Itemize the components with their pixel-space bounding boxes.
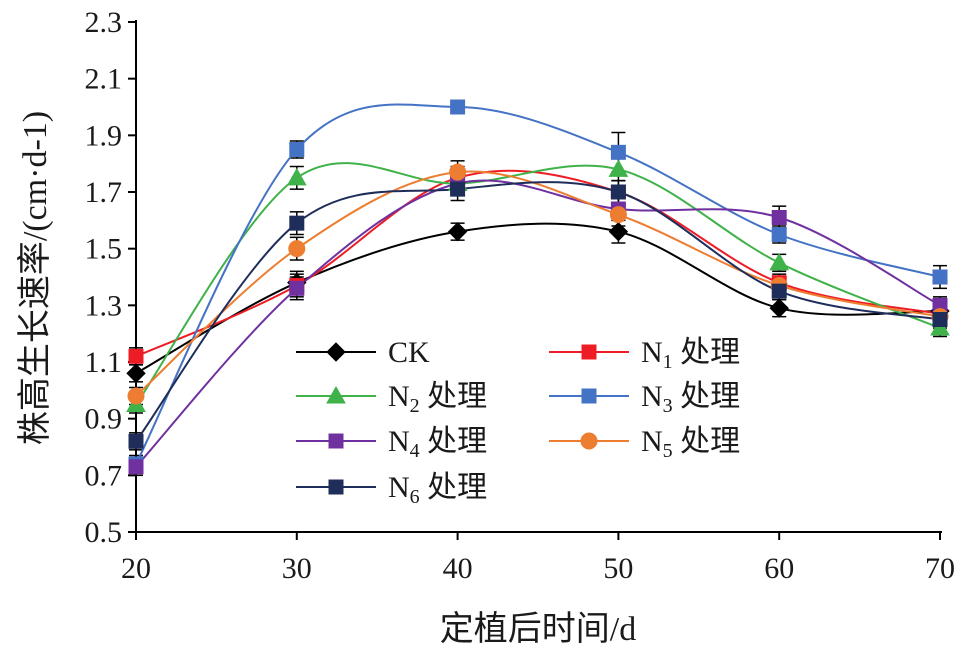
series-line-1 [135, 169, 941, 358]
series-lines [135, 103, 941, 468]
legend: CK N1 处理 N2 处理 N3 处理 N4 处理 N5 处理 N6 处理 [296, 336, 740, 508]
legend-item: N5 处理 [549, 425, 740, 462]
y-tick-label: 0.5 [85, 516, 123, 549]
series-line-0 [135, 222, 941, 375]
legend-marker [328, 479, 344, 495]
data-point [288, 240, 306, 258]
legend-item: N4 处理 [296, 425, 487, 462]
legend-marker [326, 342, 346, 362]
data-point [289, 280, 305, 296]
series-line-5 [135, 170, 941, 397]
legend-item: N1 处理 [549, 336, 740, 373]
data-point [286, 167, 307, 186]
legend-label: N1 处理 [641, 336, 740, 373]
data-point [449, 163, 467, 181]
series-markers [126, 99, 950, 475]
data-point [450, 181, 466, 197]
axes: 0.5 0.7 0.9 1.1 1.3 1.5 1.7 1.9 2.1 2.3 20 30 40 50 60… [85, 6, 956, 585]
data-point [289, 142, 305, 157]
legend-marker [328, 433, 344, 449]
data-point [771, 227, 787, 242]
x-tick-label: 20 [121, 552, 151, 585]
data-point [128, 433, 144, 449]
data-point [608, 159, 629, 177]
y-tick-label: 1.3 [85, 289, 123, 322]
data-point [771, 283, 787, 299]
series-line-3 [135, 103, 941, 465]
legend-label: N6 处理 [388, 471, 487, 508]
y-tick-label: 2.1 [85, 63, 123, 96]
data-point [771, 210, 787, 225]
x-tick-label: 30 [282, 552, 312, 585]
y-tick-label: 0.9 [85, 403, 123, 436]
y-tick-label: 0.7 [85, 459, 123, 492]
series-line-6 [135, 181, 941, 442]
legend-label: N5 处理 [641, 425, 740, 462]
data-point [127, 387, 145, 405]
data-point [769, 298, 789, 318]
data-point [450, 99, 466, 115]
x-tick-label: 40 [443, 552, 473, 585]
error-bars [129, 100, 947, 477]
data-point [608, 221, 629, 242]
legend-marker [326, 385, 346, 404]
data-point [610, 184, 626, 200]
y-tick-label: 1.1 [85, 346, 123, 379]
y-tick-label: 2.3 [85, 6, 123, 39]
data-point [610, 144, 626, 160]
data-point [932, 269, 948, 285]
x-tick-label: 50 [603, 552, 633, 585]
series-line-2 [135, 162, 941, 406]
y-tick-label: 1.7 [85, 176, 123, 209]
legend-marker [581, 388, 597, 404]
data-point [128, 348, 144, 364]
legend-item: N2 处理 [296, 380, 487, 417]
legend-item: CK [296, 336, 430, 369]
data-point [609, 206, 627, 224]
data-point [128, 459, 144, 475]
data-point [447, 221, 468, 242]
x-tick-label: 60 [764, 552, 794, 585]
legend-label: CK [388, 336, 430, 369]
data-point [126, 363, 146, 384]
y-axis-title: 株高生长速率/(cm·d-1) [16, 111, 54, 445]
legend-label: N4 处理 [388, 425, 487, 462]
y-tick-label: 1.5 [85, 233, 123, 266]
x-axis-title: 定植后时间/d [440, 610, 636, 648]
legend-item: N3 处理 [549, 380, 740, 417]
legend-marker [580, 432, 598, 450]
data-point [289, 215, 305, 231]
legend-marker [581, 344, 597, 360]
data-point [932, 312, 948, 327]
legend-item: N6 处理 [296, 471, 487, 508]
data-point [769, 252, 790, 271]
legend-label: N2 处理 [388, 380, 487, 417]
x-tick-label: 70 [925, 552, 955, 585]
legend-label: N3 处理 [641, 380, 740, 417]
y-tick-label: 1.9 [85, 119, 123, 152]
